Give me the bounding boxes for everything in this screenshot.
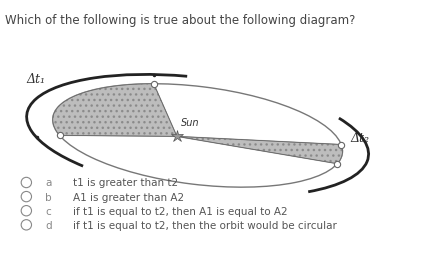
Text: Δt₁: Δt₁ — [26, 73, 45, 86]
Polygon shape — [53, 84, 177, 137]
Text: b: b — [45, 192, 52, 202]
Text: Which of the following is true about the following diagram?: Which of the following is true about the… — [5, 14, 355, 27]
Text: d: d — [45, 220, 52, 230]
Polygon shape — [177, 137, 343, 164]
Polygon shape — [177, 137, 343, 164]
Text: A1 is greater than A2: A1 is greater than A2 — [73, 192, 184, 202]
Text: Δt₂: Δt₂ — [350, 131, 369, 144]
Text: Sun: Sun — [181, 118, 199, 128]
Polygon shape — [53, 84, 177, 137]
Text: c: c — [45, 206, 51, 216]
Text: t1 is greater than t2: t1 is greater than t2 — [73, 178, 178, 188]
Text: if t1 is equal to t2, then the orbit would be circular: if t1 is equal to t2, then the orbit wou… — [73, 220, 337, 230]
Text: if t1 is equal to t2, then A1 is equal to A2: if t1 is equal to t2, then A1 is equal t… — [73, 206, 288, 216]
Text: a: a — [45, 178, 52, 188]
